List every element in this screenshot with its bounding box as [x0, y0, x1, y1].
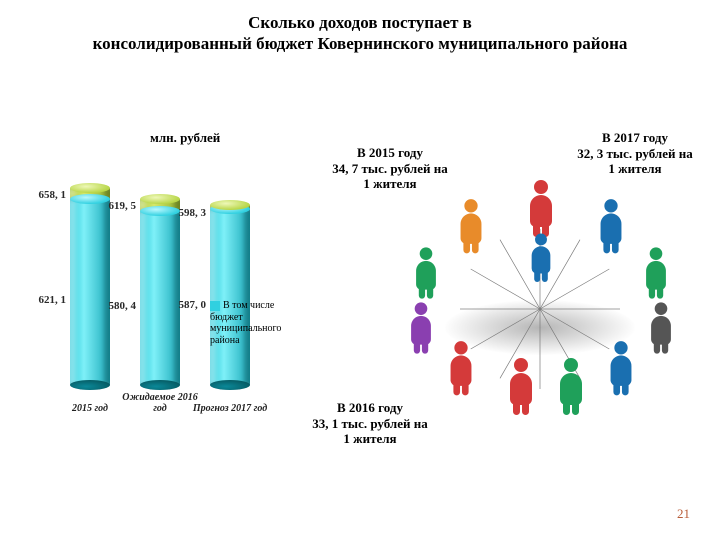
bar-mid-cap	[70, 194, 110, 204]
ray-line	[540, 309, 541, 389]
axis-category-label: Прогноз 2017 год	[190, 403, 270, 414]
person-icon	[451, 341, 472, 386]
bar-bottom-value: 621, 1	[39, 294, 67, 306]
callout-2015-l2: 34, 7 тыс. рублей на	[332, 161, 447, 176]
callout-2016-l1: В 2016 году	[337, 400, 403, 415]
bar-cap	[70, 183, 110, 193]
bar-top-value: 598, 3	[179, 207, 207, 219]
bar-top-value: 619, 5	[109, 200, 137, 212]
page-number: 21	[677, 506, 690, 522]
person-icon	[651, 302, 671, 344]
callout-2015-l1: В 2015 году	[357, 145, 423, 160]
bar-bottom-segment	[210, 209, 250, 385]
person-icon	[646, 247, 666, 289]
title-line-2: консолидированный бюджет Ковернинского м…	[93, 34, 628, 53]
callout-2017: В 2017 году 32, 3 тыс. рублей на 1 жител…	[555, 130, 715, 177]
ray-line	[460, 308, 540, 309]
title-line-1: Сколько доходов поступает в	[248, 13, 472, 32]
callout-2017-l3: 1 жителя	[608, 161, 661, 176]
bar-bottom-value: 587, 0	[179, 299, 207, 311]
page-title: Сколько доходов поступает в консолидиров…	[0, 0, 720, 55]
person-icon	[611, 341, 632, 386]
person-icon	[416, 247, 436, 289]
person-icon	[530, 180, 552, 227]
callout-2016-l2: 33, 1 тыс. рублей на	[312, 416, 427, 431]
chart-bar: 598, 3587, 0	[210, 200, 250, 390]
bar-base	[70, 380, 110, 390]
chart-bar: 658, 1621, 1	[70, 183, 110, 390]
axis-category-label: 2015 год	[50, 403, 130, 414]
ray-line	[540, 308, 620, 309]
people-infographic	[400, 180, 680, 400]
axis-category-label: Ожидаемое 2016 год	[120, 392, 200, 414]
bar-base	[140, 380, 180, 390]
callout-2017-l1: В 2017 году	[602, 130, 668, 145]
callout-2016: В 2016 году 33, 1 тыс. рублей на 1 жител…	[290, 400, 450, 447]
bar-bottom-segment	[140, 211, 180, 385]
chart-unit-label: млн. рублей	[150, 130, 220, 146]
bar-mid-cap	[140, 206, 180, 216]
bar-bottom-value: 580, 4	[109, 300, 137, 312]
person-icon	[532, 234, 551, 274]
person-icon	[411, 302, 431, 344]
chart-bar: 619, 5580, 4	[140, 194, 180, 390]
bar-base	[210, 380, 250, 390]
legend-text: В том числе бюджет муниципального района	[210, 300, 281, 346]
person-icon	[510, 358, 532, 405]
person-icon	[560, 358, 582, 405]
budget-bar-chart: 658, 1621, 12015 год619, 5580, 4Ожидаемо…	[20, 150, 310, 410]
chart-legend: В том числе бюджет муниципального района	[210, 300, 300, 346]
legend-swatch-icon	[210, 301, 220, 311]
person-icon	[601, 199, 622, 244]
bar-top-value: 658, 1	[39, 189, 67, 201]
callout-2017-l2: 32, 3 тыс. рублей на	[577, 146, 692, 161]
bar-bottom-segment	[70, 199, 110, 385]
callout-2016-l3: 1 жителя	[343, 431, 396, 446]
person-icon	[461, 199, 482, 244]
bar-cap	[210, 200, 250, 210]
